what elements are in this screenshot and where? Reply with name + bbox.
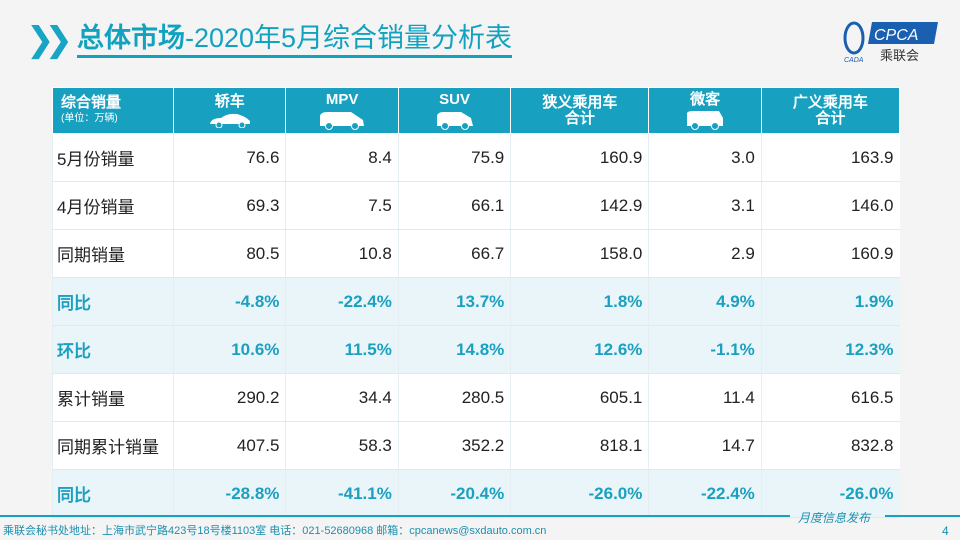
cell-value: 66.1 bbox=[397, 181, 511, 230]
minivan-icon bbox=[687, 110, 724, 130]
table-row: 同比 -4.8% -22.4% 13.7% 1.8% 4.9% 1.9% bbox=[52, 277, 900, 326]
cell-value: 280.5 bbox=[397, 373, 511, 422]
cell-value: 58.3 bbox=[285, 421, 399, 470]
row-label: 同期销量 bbox=[52, 229, 174, 278]
table-row: 同比 -28.8% -41.1% -20.4% -26.0% -22.4% -26.0% bbox=[52, 469, 900, 518]
cell-value: -1.1% bbox=[648, 325, 762, 374]
suv-icon bbox=[436, 111, 473, 130]
cell-value: 75.9 bbox=[397, 133, 511, 182]
col-sedan: 轿车 bbox=[172, 87, 287, 134]
cell-value: -28.8% bbox=[172, 469, 286, 518]
cell-value: 12.6% bbox=[510, 325, 649, 374]
table-row: 5月份销量 76.6 8.4 75.9 160.9 3.0 163.9 bbox=[52, 133, 900, 182]
cell-value: 10.8 bbox=[285, 229, 399, 278]
table-row: 累计销量 290.2 34.4 280.5 605.1 11.4 616.5 bbox=[52, 373, 900, 422]
cell-value: 13.7% bbox=[397, 277, 511, 326]
cell-value: 12.3% bbox=[760, 325, 900, 374]
cell-value: 352.2 bbox=[397, 421, 511, 470]
row-label: 环比 bbox=[52, 325, 174, 374]
table-row: 同期销量 80.5 10.8 66.7 158.0 2.9 160.9 bbox=[52, 229, 900, 278]
cell-value: -4.8% bbox=[172, 277, 286, 326]
table-header-row: 综合销量 (单位：万辆) 轿车 MPV SUV 狭义乘用车 合计 微客 广义乘用车合… bbox=[52, 87, 901, 134]
cell-value: 69.3 bbox=[172, 181, 286, 230]
table-row: 环比 10.6% 11.5% 14.8% 12.6% -1.1% 12.3% bbox=[52, 325, 900, 374]
cell-value: 66.7 bbox=[397, 229, 511, 278]
svg-text:乘联会: 乘联会 bbox=[880, 49, 919, 64]
cell-value: 80.5 bbox=[172, 229, 286, 278]
cell-value: 142.9 bbox=[510, 181, 649, 230]
cell-value: -26.0% bbox=[510, 469, 649, 518]
cell-value: -26.0% bbox=[760, 469, 900, 518]
double-chevron-icon: ❯❯ bbox=[26, 21, 73, 59]
cell-value: 160.9 bbox=[510, 133, 649, 182]
logo-text: CPCA bbox=[874, 27, 918, 44]
cell-value: 1.9% bbox=[760, 277, 900, 326]
title-bold: 总体市场 bbox=[76, 23, 185, 53]
col-broad-total: 广义乘用车 合计 bbox=[760, 87, 901, 134]
cell-value: 11.4 bbox=[648, 373, 762, 422]
cell-value: 160.9 bbox=[760, 229, 900, 278]
table-row: 4月份销量 69.3 7.5 66.1 142.9 3.1 146.0 bbox=[52, 181, 900, 230]
cell-value: 407.5 bbox=[172, 421, 286, 470]
footer-address: 乘联会秘书处地址：上海市武宁路423号18号楼1103室 电话：021-5268… bbox=[3, 525, 547, 537]
cell-value: 7.5 bbox=[285, 181, 399, 230]
cell-value: 290.2 bbox=[172, 373, 286, 422]
cell-value: 1.8% bbox=[510, 277, 649, 326]
cell-value: 11.5% bbox=[285, 325, 399, 374]
header-label: 综合销量 (单位：万辆) bbox=[52, 87, 174, 134]
cell-value: 605.1 bbox=[510, 373, 649, 422]
sales-table: 综合销量 (单位：万辆) 轿车 MPV SUV 狭义乘用车 合计 微客 广义乘用车合… bbox=[52, 87, 901, 518]
row-label: 同比 bbox=[52, 469, 174, 518]
cell-value: 818.1 bbox=[510, 421, 649, 470]
cell-value: 146.0 bbox=[760, 181, 900, 230]
footer-divider-right bbox=[885, 515, 960, 517]
cell-value: -22.4% bbox=[648, 469, 762, 518]
title-rest: -2020年5月综合销量分析表 bbox=[184, 23, 513, 53]
col-mpv: MPV bbox=[285, 87, 399, 134]
cell-value: 158.0 bbox=[510, 229, 649, 278]
cell-value: 163.9 bbox=[760, 133, 900, 182]
row-label: 累计销量 bbox=[52, 373, 174, 422]
cell-value: 14.8% bbox=[397, 325, 511, 374]
row-label: 5月份销量 bbox=[52, 133, 174, 182]
monthly-release-label: 月度信息发布 bbox=[798, 511, 871, 525]
cell-value: -20.4% bbox=[397, 469, 511, 518]
cell-value: 3.0 bbox=[648, 133, 762, 182]
row-label: 4月份销量 bbox=[52, 181, 174, 230]
cell-value: 3.1 bbox=[648, 181, 762, 230]
cell-value: -41.1% bbox=[285, 469, 399, 518]
cell-value: 14.7 bbox=[648, 421, 762, 470]
svg-text:CADA: CADA bbox=[844, 57, 864, 64]
col-minivan: 微客 bbox=[648, 87, 762, 134]
cell-value: 76.6 bbox=[172, 133, 286, 182]
mpv-icon bbox=[320, 111, 365, 130]
cell-value: 8.4 bbox=[285, 133, 399, 182]
cell-value: 2.9 bbox=[648, 229, 762, 278]
page-title: ❯❯ 总体市场-2020年5月综合销量分析表 bbox=[26, 21, 513, 59]
col-suv: SUV bbox=[397, 87, 512, 134]
page-number: 4 bbox=[942, 524, 949, 538]
col-narrow-total: 狭义乘用车 合计 bbox=[510, 87, 650, 134]
row-label: 同比 bbox=[52, 277, 174, 326]
row-label: 同期累计销量 bbox=[52, 421, 174, 470]
footer-divider bbox=[0, 515, 790, 517]
cell-value: 616.5 bbox=[760, 373, 900, 422]
cell-value: 832.8 bbox=[760, 421, 900, 470]
cell-value: 4.9% bbox=[648, 277, 762, 326]
cell-value: -22.4% bbox=[285, 277, 399, 326]
cell-value: 10.6% bbox=[172, 325, 286, 374]
sedan-icon bbox=[209, 113, 250, 128]
table-row: 同期累计销量 407.5 58.3 352.2 818.1 14.7 832.8 bbox=[52, 421, 900, 470]
cell-value: 34.4 bbox=[285, 373, 399, 422]
cpca-logo: CADA CPCA 乘联会 bbox=[843, 21, 938, 64]
